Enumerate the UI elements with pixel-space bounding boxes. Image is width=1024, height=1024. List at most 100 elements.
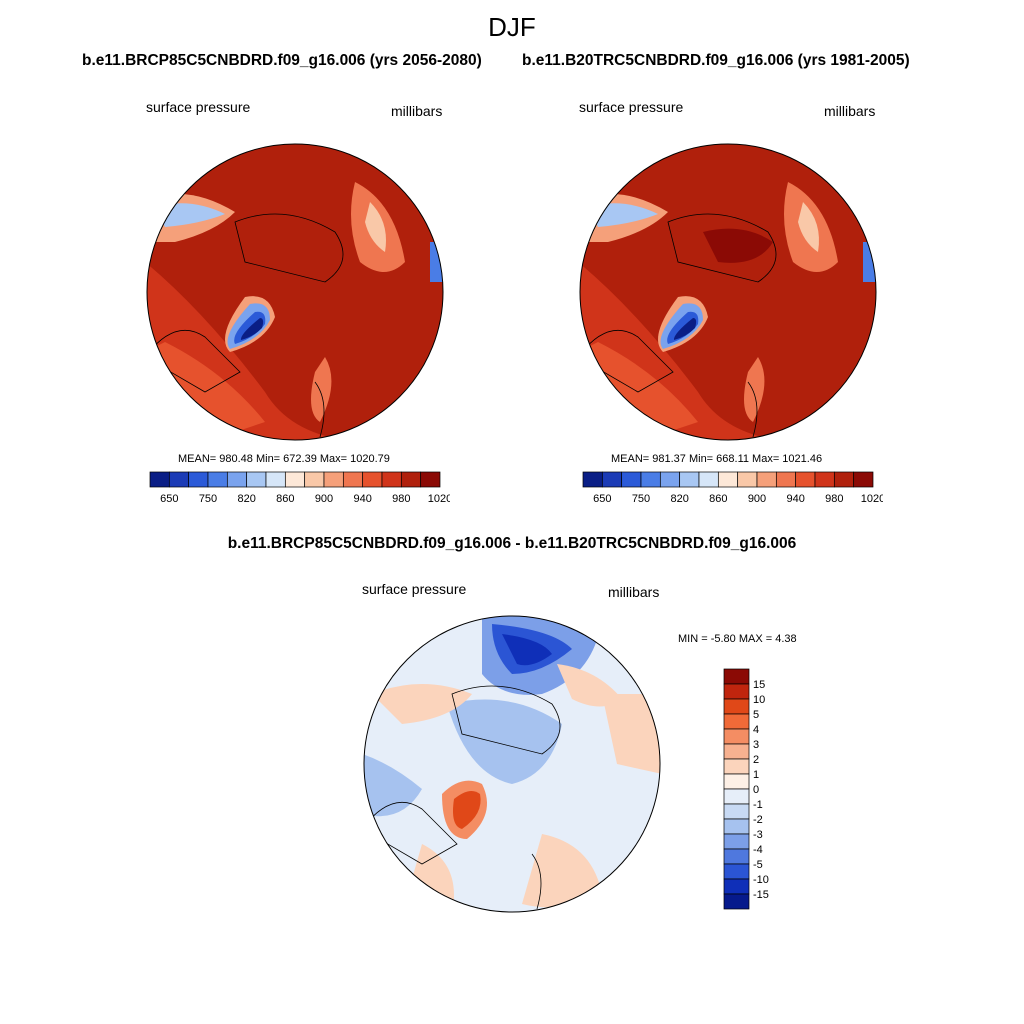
panel-2-variable-label: surface pressure (579, 99, 684, 115)
colorbar-tick-label: -5 (753, 859, 763, 871)
panel-2-colorbar: 650 750 820 860 900 940 980 1020 (582, 471, 883, 505)
colorbar-boxes (149, 471, 441, 488)
colorbar-box (659, 471, 681, 488)
colorbar-box (795, 471, 816, 488)
colorbar-box (723, 758, 750, 775)
colorbar-box (737, 471, 758, 488)
colorbar-tick-label: 980 (825, 493, 843, 505)
panel-1-colorbar: 650 750 820 860 900 940 980 1020 (149, 471, 450, 505)
colorbar-box (226, 471, 248, 488)
colorbar-box (342, 471, 364, 488)
colorbar-tick-label: -2 (753, 814, 763, 826)
panel-3-variable-label: surface pressure (362, 581, 467, 597)
colorbar-box (420, 471, 441, 488)
colorbar-tick-label: 10 (753, 694, 765, 706)
colorbar-box (723, 848, 750, 865)
colorbar-box (723, 788, 750, 805)
colorbar-box (601, 471, 623, 488)
colorbar-box (723, 893, 750, 910)
colorbar-tick-label: 750 (632, 493, 650, 505)
colorbar-tick-label: -1 (753, 799, 763, 811)
colorbar-box (853, 471, 874, 488)
colorbar-tick-label: 820 (670, 493, 688, 505)
colorbar-tick-label: 650 (593, 493, 611, 505)
colorbar-tick-label: 900 (748, 493, 766, 505)
colorbar-box (188, 471, 209, 488)
colorbar-box (833, 471, 855, 488)
colorbar-tick-label: 15 (753, 679, 765, 691)
colorbar-box (265, 471, 286, 488)
colorbar-tick-label: 2 (753, 754, 759, 766)
colorbar-box (679, 471, 700, 488)
colorbar-tick-label: 940 (786, 493, 804, 505)
panel-2-case-title: b.e11.B20TRC5CNBDRD.f09_g16.006 (yrs 198… (522, 52, 910, 69)
colorbar-box (723, 863, 750, 880)
panel-1-polar-map (146, 143, 444, 441)
colorbar-box (723, 833, 750, 850)
colorbar-box (723, 698, 750, 715)
colorbar-tick-label: 3 (753, 739, 759, 751)
panel-3-stats: MIN = -5.80 MAX = 4.38 (678, 633, 797, 645)
colorbar-box (323, 471, 344, 488)
colorbar-box (400, 471, 422, 488)
panel-1-case-title: b.e11.BRCP85C5CNBDRD.f09_g16.006 (yrs 20… (82, 52, 482, 69)
colorbar-tick-label: 750 (199, 493, 217, 505)
colorbar-box (362, 471, 383, 488)
colorbar-tick-label: 1020 (861, 493, 883, 505)
colorbar-box (723, 683, 750, 700)
colorbar-box (149, 471, 170, 488)
colorbar-box (640, 471, 661, 488)
colorbar-box (168, 471, 190, 488)
colorbar-box (775, 471, 797, 488)
panel-1-units-label: millibars (391, 103, 443, 119)
colorbar-box (621, 471, 642, 488)
colorbar-box (717, 471, 739, 488)
colorbar-tick-label: 860 (709, 493, 727, 505)
colorbar-tick-label: 820 (237, 493, 255, 505)
colorbar-box (582, 471, 603, 488)
figure-title: DJF (488, 12, 536, 42)
colorbar-tick-label: 860 (276, 493, 294, 505)
colorbar-box (756, 471, 777, 488)
colorbar-boxes (723, 668, 750, 910)
colorbar-tick-label: 4 (753, 724, 759, 736)
colorbar-box (723, 668, 750, 685)
colorbar-box (246, 471, 267, 488)
colorbar-box (723, 728, 750, 745)
colorbar-box (207, 471, 228, 488)
colorbar-labels: 650 750 820 860 900 940 980 1020 (160, 493, 450, 505)
panel-2-polar-map (579, 143, 877, 441)
colorbar-box (284, 471, 306, 488)
colorbar-tick-label: 980 (392, 493, 410, 505)
panel-3-units-label: millibars (608, 584, 660, 600)
colorbar-tick-label: 650 (160, 493, 178, 505)
colorbar-box (698, 471, 719, 488)
colorbar-box (304, 471, 325, 488)
panel-1-variable-label: surface pressure (146, 99, 251, 115)
colorbar-tick-label: 900 (315, 493, 333, 505)
colorbar-box (723, 773, 750, 790)
colorbar-box (723, 713, 750, 730)
colorbar-tick-label: 940 (353, 493, 371, 505)
colorbar-box (723, 878, 750, 895)
colorbar-tick-label: 5 (753, 709, 759, 721)
colorbar-tick-label: -4 (753, 844, 763, 856)
panel-2-units-label: millibars (824, 103, 876, 119)
colorbar-tick-label: 1020 (428, 493, 450, 505)
panel-1-stats: MEAN= 980.48 Min= 672.39 Max= 1020.79 (178, 453, 390, 465)
colorbar-tick-label: -15 (753, 889, 769, 901)
panel-3-difference-map (363, 615, 661, 913)
colorbar-tick-label: -3 (753, 829, 763, 841)
colorbar-tick-label: -10 (753, 874, 769, 886)
colorbar-box (814, 471, 835, 488)
colorbar-boxes (582, 471, 874, 488)
colorbar-box (723, 803, 750, 820)
colorbar-labels: 650 750 820 860 900 940 980 1020 (593, 493, 883, 505)
difference-title: b.e11.BRCP85C5CNBDRD.f09_g16.006 - b.e11… (227, 535, 797, 552)
colorbar-box (723, 743, 750, 760)
colorbar-tick-label: 0 (753, 784, 759, 796)
colorbar-box (723, 818, 750, 835)
colorbar-box (381, 471, 402, 488)
